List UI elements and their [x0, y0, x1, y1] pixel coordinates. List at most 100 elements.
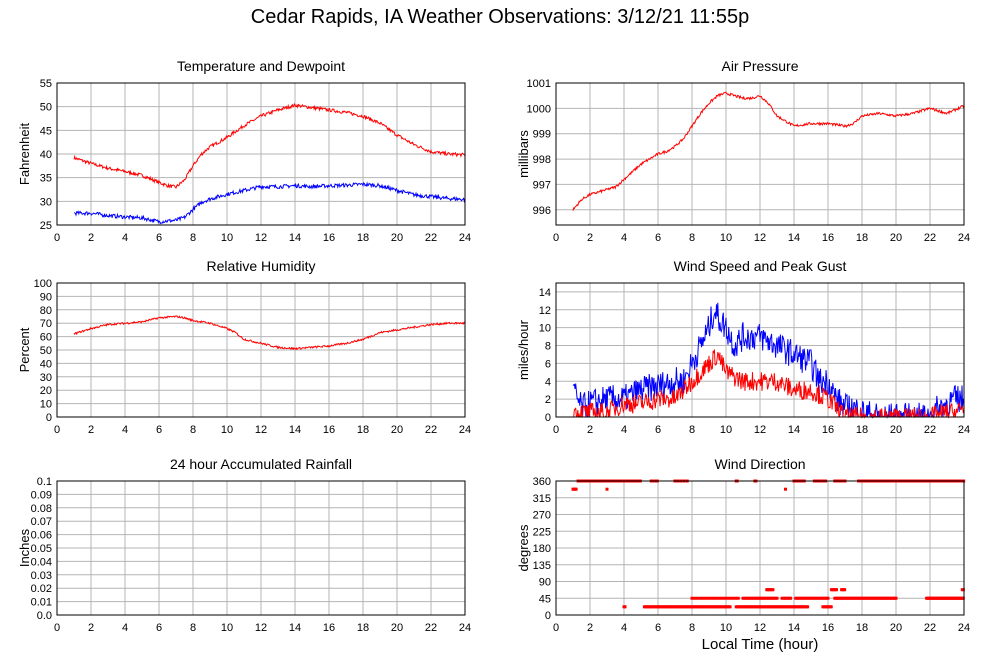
y-tick-label: 270 — [533, 510, 551, 522]
y-tick-label: 1000 — [527, 103, 551, 115]
x-tick-label: 22 — [425, 232, 437, 244]
y-tick-label: 0.03 — [31, 570, 52, 582]
wind-direction-point — [753, 596, 757, 600]
wind-direction-point — [717, 596, 721, 600]
x-tick-label: 2 — [587, 232, 593, 244]
y-tick-label: 8 — [545, 341, 551, 353]
x-tick-label: 2 — [587, 424, 593, 436]
wind-direction-point — [770, 596, 774, 600]
x-axis-label: Local Time (hour) — [701, 636, 819, 653]
x-tick-label: 14 — [788, 622, 800, 634]
plot-frame — [555, 480, 965, 616]
x-tick-label: 20 — [890, 622, 902, 634]
x-tick-label: 0 — [54, 622, 60, 634]
wind-direction-point — [843, 588, 847, 592]
wind-direction-point — [772, 596, 776, 600]
x-tick-label: 18 — [856, 424, 868, 436]
x-tick-label: 8 — [689, 424, 695, 436]
y-tick-label: 30 — [40, 196, 52, 208]
wind-direction-point — [835, 588, 838, 592]
wind-direction-point — [823, 596, 827, 600]
x-tick-label: 0 — [553, 424, 559, 436]
y-tick-label: 0.01 — [31, 597, 52, 609]
chart-title: Relative Humidity — [207, 258, 316, 274]
wind-direction-point — [814, 596, 818, 600]
y-tick-label: 45 — [539, 593, 551, 605]
y-tick-label: 998 — [533, 154, 551, 166]
x-tick-label: 14 — [788, 424, 800, 436]
wind-direction-point — [623, 605, 627, 609]
wind-direction-point — [756, 596, 760, 600]
wind-direction-point — [812, 596, 816, 600]
wind-direction-point — [795, 596, 799, 600]
x-tick-label: 0 — [553, 232, 559, 244]
y-tick-label: 14 — [539, 287, 551, 299]
x-tick-label: 16 — [822, 232, 834, 244]
wind-direction-point — [574, 487, 578, 491]
y-tick-label: 180 — [533, 543, 551, 555]
wind-direction-point — [816, 596, 820, 600]
wind-direction-point — [751, 596, 755, 600]
plot-frame — [56, 82, 466, 226]
y-tick-label: 20 — [40, 385, 52, 397]
wind-direction-point — [771, 588, 775, 592]
y-tick-label: 35 — [40, 173, 52, 185]
y-axis-label: millibars — [516, 130, 531, 178]
y-tick-label: 60 — [40, 332, 52, 344]
x-tick-label: 18 — [357, 424, 369, 436]
wind-direction-point — [797, 596, 801, 600]
x-tick-label: 2 — [88, 622, 94, 634]
y-tick-label: 30 — [40, 372, 52, 384]
series-line — [573, 349, 965, 419]
y-tick-label: 40 — [40, 149, 52, 161]
x-tick-label: 22 — [924, 232, 936, 244]
wind-direction-point — [736, 596, 740, 600]
wind-direction-point — [743, 596, 747, 600]
wind-direction-point — [806, 596, 810, 600]
x-tick-label: 18 — [856, 622, 868, 634]
wind-direction-point — [894, 596, 898, 600]
wind-direction-point — [787, 596, 791, 600]
x-tick-label: 12 — [255, 424, 267, 436]
x-tick-label: 22 — [425, 424, 437, 436]
wind-direction-point — [728, 596, 732, 600]
x-tick-label: 6 — [156, 424, 162, 436]
wind-direction-point — [784, 596, 787, 600]
x-tick-label: 14 — [289, 622, 301, 634]
y-tick-label: 10 — [40, 399, 52, 411]
x-tick-label: 8 — [689, 232, 695, 244]
x-tick-label: 24 — [459, 424, 471, 436]
plot-frame — [56, 282, 466, 418]
chart-title: Temperature and Dewpoint — [177, 58, 345, 74]
x-tick-label: 18 — [856, 232, 868, 244]
y-tick-label: 12 — [539, 305, 551, 317]
wind-direction-point — [961, 596, 965, 600]
x-tick-label: 8 — [190, 232, 196, 244]
wind-direction-point — [690, 596, 694, 600]
y-tick-label: 0.1 — [37, 476, 52, 488]
x-tick-label: 8 — [190, 424, 196, 436]
x-tick-label: 22 — [924, 622, 936, 634]
x-tick-label: 4 — [621, 622, 627, 634]
y-axis-label: degrees — [516, 524, 531, 571]
wind-direction-point — [806, 605, 810, 609]
wind-direction-point — [693, 596, 697, 600]
y-tick-label: 90 — [40, 291, 52, 303]
wind-direction-point — [704, 596, 708, 600]
wind-direction-point — [746, 596, 750, 600]
wind-direction-point — [807, 596, 811, 600]
wind-direction-point — [755, 596, 759, 600]
x-tick-label: 10 — [720, 232, 732, 244]
x-tick-label: 0 — [553, 622, 559, 634]
x-tick-label: 10 — [720, 622, 732, 634]
x-tick-label: 20 — [890, 232, 902, 244]
chart-title: 24 hour Accumulated Rainfall — [170, 456, 352, 472]
x-tick-label: 20 — [391, 232, 403, 244]
x-tick-label: 8 — [689, 622, 695, 634]
series-line — [73, 315, 466, 351]
x-tick-label: 18 — [357, 622, 369, 634]
chart-title: Wind Direction — [714, 456, 805, 472]
x-tick-label: 20 — [391, 622, 403, 634]
